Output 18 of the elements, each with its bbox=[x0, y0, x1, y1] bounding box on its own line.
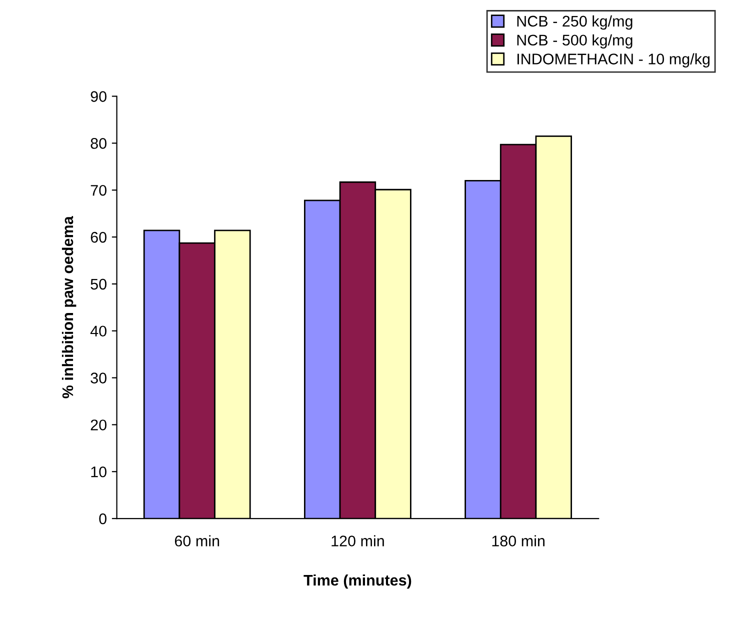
y-tick-label: 50 bbox=[90, 278, 106, 290]
y-tick-label: 0 bbox=[99, 513, 106, 524]
x-tick-label: 60 min bbox=[174, 535, 220, 546]
x-tick-label: 120 min bbox=[332, 535, 384, 546]
y-tick-label: 80 bbox=[90, 138, 106, 149]
legend-label: NCB - 500 kg/mg bbox=[517, 34, 632, 49]
y-tick-label: 70 bbox=[90, 184, 106, 196]
legend-label: NCB - 250 kg/mg bbox=[517, 15, 632, 30]
y-tick-label: 20 bbox=[90, 420, 106, 430]
x-axis-title: Time (minutes) bbox=[304, 574, 412, 589]
y-tick-label: 10 bbox=[91, 466, 106, 478]
y-tick-label: 30 bbox=[90, 372, 106, 384]
y-tick-label: 90 bbox=[90, 91, 106, 102]
y-axis-title: % inhibition paw oedema bbox=[62, 216, 76, 398]
x-tick-label: 180 min bbox=[492, 535, 544, 546]
y-tick-label: 60 bbox=[90, 232, 106, 243]
y-tick-label: 40 bbox=[90, 326, 106, 337]
legend-label: INDOMETHACIN - 10 mg/kg bbox=[518, 53, 710, 68]
